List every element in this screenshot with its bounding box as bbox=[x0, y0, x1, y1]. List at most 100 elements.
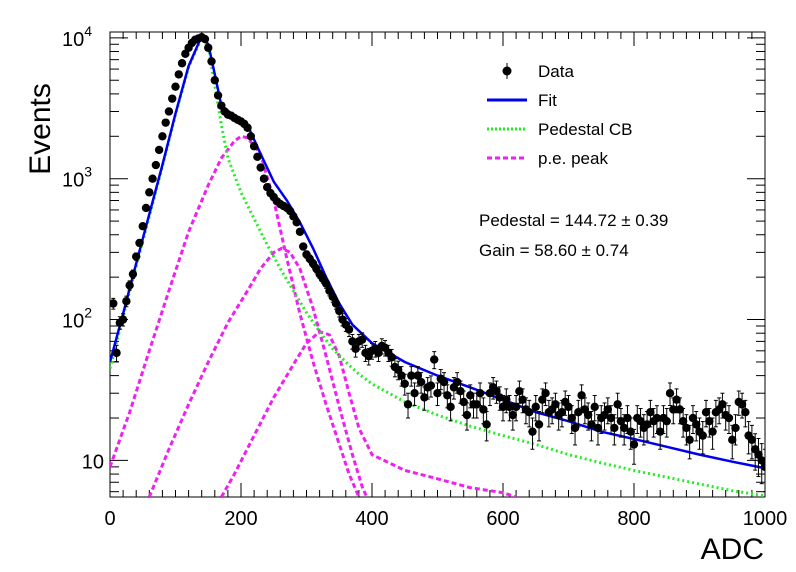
data-point bbox=[400, 373, 409, 396]
data-marker bbox=[685, 435, 694, 445]
data-marker bbox=[698, 431, 707, 440]
data-marker bbox=[141, 203, 151, 213]
data-point bbox=[741, 399, 750, 428]
data-marker bbox=[760, 462, 765, 472]
data-marker bbox=[446, 402, 455, 412]
data-point bbox=[243, 123, 252, 132]
data-marker bbox=[675, 405, 685, 414]
data-point bbox=[472, 392, 481, 419]
data-marker bbox=[724, 413, 734, 423]
fit-curve bbox=[110, 33, 765, 470]
data-marker bbox=[623, 413, 632, 423]
data-point bbox=[685, 424, 694, 460]
data-marker bbox=[508, 410, 518, 420]
data-point bbox=[678, 408, 688, 438]
legend-entry: Data bbox=[502, 62, 574, 81]
data-marker bbox=[128, 269, 138, 279]
data-marker bbox=[351, 344, 360, 354]
data-marker bbox=[662, 416, 671, 426]
data-point bbox=[511, 395, 521, 422]
data-marker bbox=[122, 297, 131, 306]
data-point bbox=[246, 132, 256, 141]
data-point bbox=[616, 408, 626, 438]
data-point bbox=[482, 411, 491, 442]
data-point bbox=[118, 313, 128, 327]
gain-annotation: Gain = 58.60 ± 0.74 bbox=[479, 241, 629, 260]
data-marker bbox=[665, 389, 675, 398]
data-point bbox=[210, 76, 219, 85]
data-point bbox=[541, 382, 550, 407]
data-point bbox=[760, 448, 765, 493]
data-marker bbox=[154, 145, 164, 155]
data-point bbox=[407, 366, 416, 387]
data-marker bbox=[397, 371, 406, 380]
data-marker bbox=[426, 381, 436, 390]
data-marker bbox=[200, 34, 210, 44]
data-marker bbox=[151, 160, 161, 170]
data-point bbox=[439, 372, 449, 394]
data-point bbox=[148, 174, 157, 183]
data-point bbox=[168, 94, 177, 103]
data-point bbox=[138, 222, 147, 231]
data-marker bbox=[737, 400, 747, 409]
data-marker bbox=[125, 281, 134, 290]
data-marker bbox=[357, 335, 367, 344]
data-marker bbox=[328, 292, 337, 302]
data-marker bbox=[174, 70, 183, 79]
data-point bbox=[688, 405, 698, 435]
data-marker bbox=[135, 238, 144, 248]
data-point bbox=[344, 322, 354, 338]
data-marker bbox=[132, 252, 141, 261]
data-marker bbox=[492, 387, 501, 396]
data-marker bbox=[603, 405, 612, 414]
data-point bbox=[462, 402, 472, 431]
data-point bbox=[531, 395, 540, 422]
data-marker bbox=[502, 395, 511, 404]
data-point bbox=[403, 392, 413, 419]
data-marker bbox=[374, 348, 383, 358]
data-point bbox=[590, 395, 599, 422]
data-point bbox=[747, 424, 757, 460]
data-marker bbox=[164, 107, 174, 116]
data-point bbox=[534, 411, 544, 442]
data-point bbox=[708, 417, 717, 450]
data-point bbox=[587, 411, 596, 442]
data-point bbox=[416, 372, 426, 394]
data-marker bbox=[701, 407, 711, 417]
data-point bbox=[213, 91, 223, 100]
data-marker bbox=[610, 423, 619, 433]
data-marker bbox=[148, 174, 157, 183]
data-points bbox=[110, 33, 765, 493]
data-marker bbox=[646, 407, 655, 417]
data-point bbox=[433, 382, 442, 407]
data-point bbox=[459, 390, 468, 416]
legend-entry: p.e. peak bbox=[487, 149, 608, 168]
data-point bbox=[430, 351, 439, 370]
data-marker bbox=[416, 377, 426, 387]
x-tick-label: 0 bbox=[104, 508, 115, 530]
data-point bbox=[110, 297, 118, 310]
data-marker bbox=[757, 456, 765, 465]
data-marker bbox=[410, 389, 419, 398]
data-point bbox=[757, 443, 765, 485]
data-marker bbox=[110, 299, 118, 308]
data-point bbox=[475, 382, 485, 407]
data-point bbox=[200, 34, 210, 44]
data-marker bbox=[344, 325, 354, 334]
data-point bbox=[295, 227, 305, 236]
data-marker bbox=[138, 222, 147, 231]
data-marker bbox=[538, 395, 547, 404]
data-marker bbox=[692, 420, 701, 429]
data-marker bbox=[728, 435, 737, 445]
data-marker bbox=[616, 416, 626, 426]
data-marker bbox=[505, 402, 514, 412]
data-marker bbox=[534, 420, 544, 429]
data-point bbox=[249, 142, 259, 151]
data-point bbox=[256, 163, 265, 172]
legend-label: Pedestal CB bbox=[538, 120, 633, 139]
data-point bbox=[259, 174, 269, 183]
data-marker bbox=[593, 423, 603, 433]
data-marker bbox=[112, 348, 121, 358]
data-marker bbox=[583, 410, 593, 420]
data-point bbox=[204, 43, 213, 52]
